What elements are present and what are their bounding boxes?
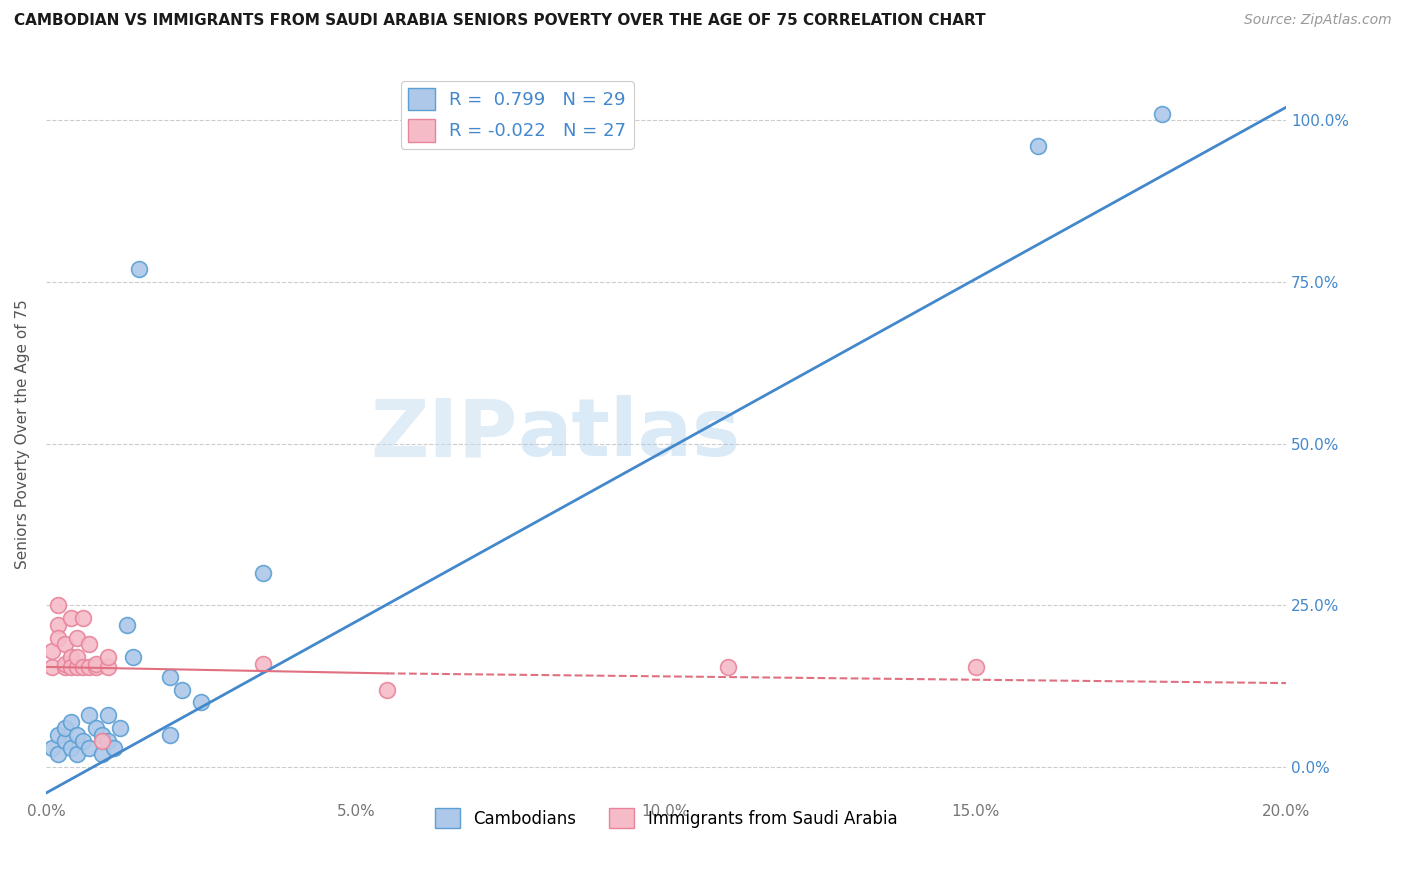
- Point: [53, 734, 76, 748]
- Point: [41, 644, 63, 658]
- Point: [66, 660, 89, 674]
- Y-axis label: Seniors Poverty Over the Age of 75: Seniors Poverty Over the Age of 75: [15, 299, 30, 569]
- Point: [59, 611, 82, 625]
- Point: [1026, 139, 1049, 153]
- Point: [128, 262, 150, 277]
- Point: [72, 734, 94, 748]
- Point: [90, 747, 112, 762]
- Point: [53, 637, 76, 651]
- Point: [172, 682, 194, 697]
- Point: [48, 631, 70, 645]
- Point: [48, 599, 70, 613]
- Point: [121, 650, 143, 665]
- Point: [53, 660, 76, 674]
- Point: [965, 660, 987, 674]
- Text: ZIP: ZIP: [370, 395, 517, 473]
- Point: [79, 637, 101, 651]
- Point: [72, 660, 94, 674]
- Point: [717, 660, 740, 674]
- Point: [90, 728, 112, 742]
- Text: CAMBODIAN VS IMMIGRANTS FROM SAUDI ARABIA SENIORS POVERTY OVER THE AGE OF 75 COR: CAMBODIAN VS IMMIGRANTS FROM SAUDI ARABI…: [14, 13, 986, 29]
- Point: [53, 722, 76, 736]
- Point: [84, 722, 107, 736]
- Point: [79, 660, 101, 674]
- Point: [41, 740, 63, 755]
- Point: [159, 728, 181, 742]
- Point: [66, 631, 89, 645]
- Point: [90, 734, 112, 748]
- Legend: Cambodians, Immigrants from Saudi Arabia: Cambodians, Immigrants from Saudi Arabia: [427, 801, 904, 835]
- Point: [66, 650, 89, 665]
- Point: [375, 682, 398, 697]
- Point: [59, 740, 82, 755]
- Point: [97, 660, 120, 674]
- Point: [41, 660, 63, 674]
- Point: [59, 650, 82, 665]
- Point: [252, 566, 274, 580]
- Point: [159, 670, 181, 684]
- Point: [66, 747, 89, 762]
- Point: [79, 740, 101, 755]
- Point: [48, 747, 70, 762]
- Point: [72, 611, 94, 625]
- Point: [97, 650, 120, 665]
- Point: [103, 740, 125, 755]
- Point: [252, 657, 274, 671]
- Point: [79, 708, 101, 723]
- Point: [110, 722, 132, 736]
- Point: [84, 657, 107, 671]
- Point: [190, 696, 212, 710]
- Point: [53, 657, 76, 671]
- Point: [48, 728, 70, 742]
- Point: [59, 714, 82, 729]
- Point: [66, 728, 89, 742]
- Text: atlas: atlas: [517, 395, 741, 473]
- Point: [59, 660, 82, 674]
- Point: [97, 734, 120, 748]
- Point: [115, 618, 138, 632]
- Point: [1150, 107, 1173, 121]
- Point: [97, 708, 120, 723]
- Point: [48, 618, 70, 632]
- Text: Source: ZipAtlas.com: Source: ZipAtlas.com: [1244, 13, 1392, 28]
- Point: [84, 660, 107, 674]
